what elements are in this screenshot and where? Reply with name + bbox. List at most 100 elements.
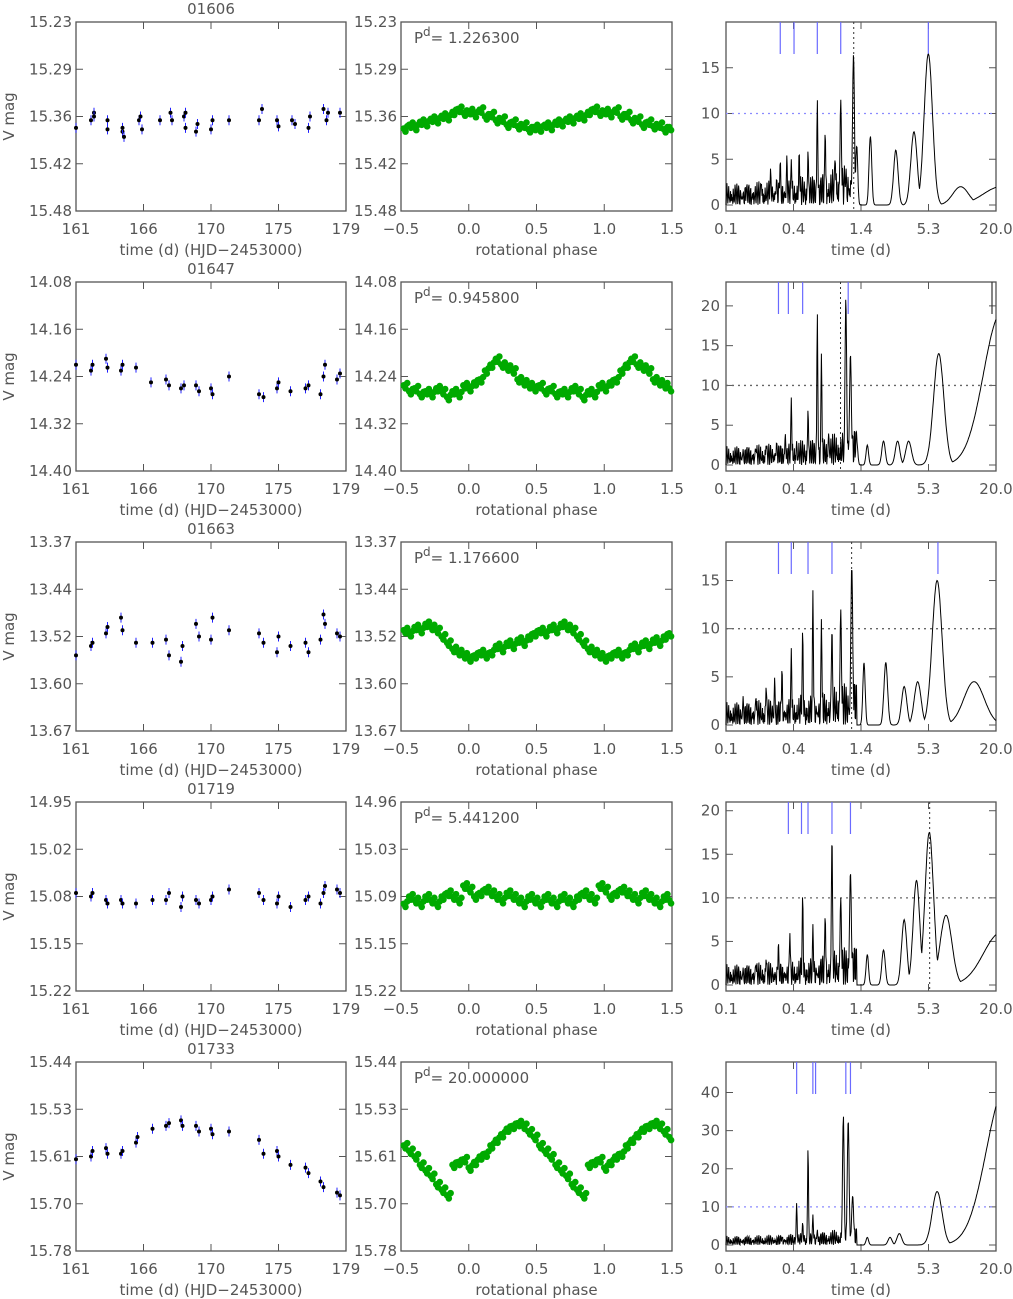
phase-point <box>436 382 444 390</box>
phase-point <box>407 390 415 398</box>
phase-point <box>555 1159 563 1166</box>
phase-point <box>615 646 622 654</box>
phase-frame <box>400 1061 673 1252</box>
phase-point <box>658 119 666 126</box>
phase-point <box>602 388 610 395</box>
periodogram-xtick-label: 20.0 <box>979 1000 1012 1018</box>
lightcurve-xtick-label: 161 <box>62 220 91 238</box>
lightcurve-point <box>323 621 327 626</box>
phase-point <box>664 379 671 387</box>
phase-point <box>566 894 574 902</box>
phase-point <box>402 128 409 135</box>
phase-point <box>445 1195 453 1202</box>
lightcurve-point <box>89 118 93 123</box>
periodogram-xtick-label: 0.1 <box>714 220 738 238</box>
periodogram-ytick-label: 20 <box>701 297 720 315</box>
phase-point <box>608 113 615 121</box>
phase-point <box>640 1128 648 1136</box>
phase-ytick-label: 15.42 <box>354 155 397 173</box>
lightcurve-point <box>194 1123 198 1128</box>
lightcurve-point <box>303 640 308 645</box>
lightcurve-point <box>134 640 138 645</box>
lightcurve-point <box>183 110 188 115</box>
phase-point <box>506 362 514 369</box>
phase-point <box>651 126 659 133</box>
periodogram-xtick-label: 1.4 <box>849 740 873 758</box>
lightcurve-ytick-label: 14.16 <box>29 320 72 338</box>
periodogram-ytick-label: 10 <box>701 105 720 123</box>
periodogram-ytick-label: 30 <box>701 1122 720 1140</box>
period-label: Pd= 0.945800 <box>414 285 520 307</box>
periodogram-xtick-label: 0.4 <box>782 1000 806 1018</box>
phase-point <box>461 655 469 662</box>
phase-point <box>561 618 568 625</box>
lightcurve-point <box>105 118 110 123</box>
lightcurve-point <box>275 650 279 655</box>
phase-point <box>463 649 471 657</box>
lightcurve-ytick-label: 13.37 <box>29 533 72 551</box>
phase-point <box>447 1189 454 1197</box>
periodogram-xtick-label: 1.4 <box>849 1260 873 1278</box>
phase-point <box>539 624 547 632</box>
lightcurve-xtick-label: 179 <box>332 480 361 498</box>
phase-point <box>472 655 480 662</box>
phase-xtick-label: −0.5 <box>383 220 419 238</box>
phase-point <box>534 1131 541 1139</box>
lightcurve-point <box>104 356 108 361</box>
lightcurve-point <box>180 1123 185 1128</box>
phase-point <box>423 123 431 130</box>
lightcurve-point <box>338 110 342 115</box>
phase-point <box>414 1150 422 1158</box>
phase-point <box>409 1145 416 1152</box>
phase-point <box>561 890 568 898</box>
phase-frame <box>400 281 673 472</box>
lightcurve-point <box>194 383 198 388</box>
phase-point <box>642 362 650 369</box>
period-label: Pd= 1.176600 <box>414 545 520 567</box>
phase-point <box>653 894 660 902</box>
star-row-01719: 01719 V mag 161 166 170 175 179 14.95 15.02 15.08… <box>0 780 1013 1039</box>
lightcurve-point <box>74 1157 78 1162</box>
phase-xlabel: rotational phase <box>475 241 597 259</box>
lightcurve-point <box>179 659 183 664</box>
phase-point <box>496 640 503 647</box>
phase-ytick-label: 14.40 <box>354 462 397 480</box>
phase-xtick-label: −0.5 <box>383 1260 419 1278</box>
phase-xtick-label: 1.5 <box>660 220 684 238</box>
lightcurve-ytick-label: 13.60 <box>29 675 72 693</box>
phase-point <box>523 376 530 384</box>
phase-point <box>577 385 584 393</box>
lightcurve-xtick-label: 166 <box>129 1260 158 1278</box>
periodogram-xtick-label: 0.1 <box>714 1000 738 1018</box>
lightcurve-xtick-label: 175 <box>264 740 293 758</box>
lightcurve-xtick-label: 170 <box>197 1000 226 1018</box>
periodogram-frame <box>725 21 997 212</box>
lightcurve-xtick-label: 170 <box>197 740 226 758</box>
phase-ytick-label: 15.23 <box>354 13 397 31</box>
phase-point <box>463 1153 471 1161</box>
lightcurve-point <box>182 383 186 388</box>
phase-point <box>543 390 550 398</box>
lightcurve-point <box>308 114 312 119</box>
lightcurve-xtick-label: 170 <box>197 220 226 238</box>
phase-point <box>413 126 420 134</box>
lightcurve-point <box>227 374 231 379</box>
lightcurve-point <box>197 1129 201 1134</box>
phase-point <box>629 120 637 127</box>
lightcurve-ytick-label: 15.48 <box>29 202 72 220</box>
phase-point <box>490 108 498 116</box>
phase-point <box>566 621 574 629</box>
phase-point <box>597 112 604 120</box>
phase-ytick-label: 15.09 <box>354 888 397 906</box>
lightcurve-point <box>134 901 138 906</box>
phase-point <box>635 648 642 656</box>
phase-point <box>599 379 606 387</box>
phase-point <box>635 899 642 907</box>
star-title: 01663 <box>187 520 235 538</box>
phase-point <box>642 887 650 894</box>
lightcurve-point <box>276 1154 281 1159</box>
star-row-01606: 01606 V mag 161 166 170 175 179 15.23 15.29 15.36… <box>0 0 1013 259</box>
phase-point <box>483 116 491 123</box>
lightcurve-point <box>167 1121 171 1126</box>
phase-xlabel: rotational phase <box>475 1021 597 1039</box>
